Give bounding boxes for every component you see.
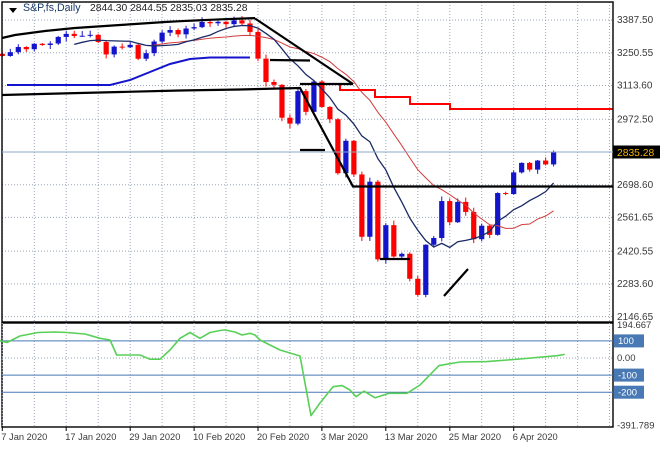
svg-text:29 Jan 2020: 29 Jan 2020 bbox=[129, 432, 180, 442]
svg-text:2835.28: 2835.28 bbox=[617, 148, 654, 159]
svg-text:2420.55: 2420.55 bbox=[617, 246, 654, 257]
svg-text:6 Apr 2020: 6 Apr 2020 bbox=[513, 432, 558, 442]
svg-text:S&P,fs,Daily: S&P,fs,Daily bbox=[23, 2, 81, 14]
svg-text:3387.50: 3387.50 bbox=[617, 15, 654, 26]
svg-text:-100: -100 bbox=[618, 370, 637, 381]
svg-text:2972.50: 2972.50 bbox=[617, 114, 654, 125]
svg-text:-391.789: -391.789 bbox=[617, 420, 655, 431]
svg-text:3 Mar 2020: 3 Mar 2020 bbox=[321, 432, 368, 442]
svg-text:2561.65: 2561.65 bbox=[617, 213, 654, 224]
svg-text:20 Feb 2020: 20 Feb 2020 bbox=[257, 432, 309, 442]
svg-text:2283.60: 2283.60 bbox=[617, 279, 654, 290]
svg-text:17 Jan 2020: 17 Jan 2020 bbox=[65, 432, 116, 442]
svg-text:7 Jan 2020: 7 Jan 2020 bbox=[1, 432, 47, 442]
svg-text:0.00: 0.00 bbox=[617, 353, 636, 364]
svg-text:3113.60: 3113.60 bbox=[617, 81, 653, 92]
svg-text:25 Mar 2020: 25 Mar 2020 bbox=[449, 432, 501, 442]
svg-text:3250.55: 3250.55 bbox=[617, 48, 654, 59]
svg-text:-200: -200 bbox=[618, 387, 637, 398]
svg-text:100: 100 bbox=[618, 336, 634, 347]
svg-text:10 Feb 2020: 10 Feb 2020 bbox=[193, 432, 245, 442]
svg-text:13 Mar 2020: 13 Mar 2020 bbox=[385, 432, 437, 442]
svg-text:2844.30 2844.55 2835.03 2835.2: 2844.30 2844.55 2835.03 2835.28 bbox=[90, 3, 248, 14]
svg-text:2698.60: 2698.60 bbox=[617, 180, 654, 191]
svg-text:194.667: 194.667 bbox=[617, 320, 651, 331]
